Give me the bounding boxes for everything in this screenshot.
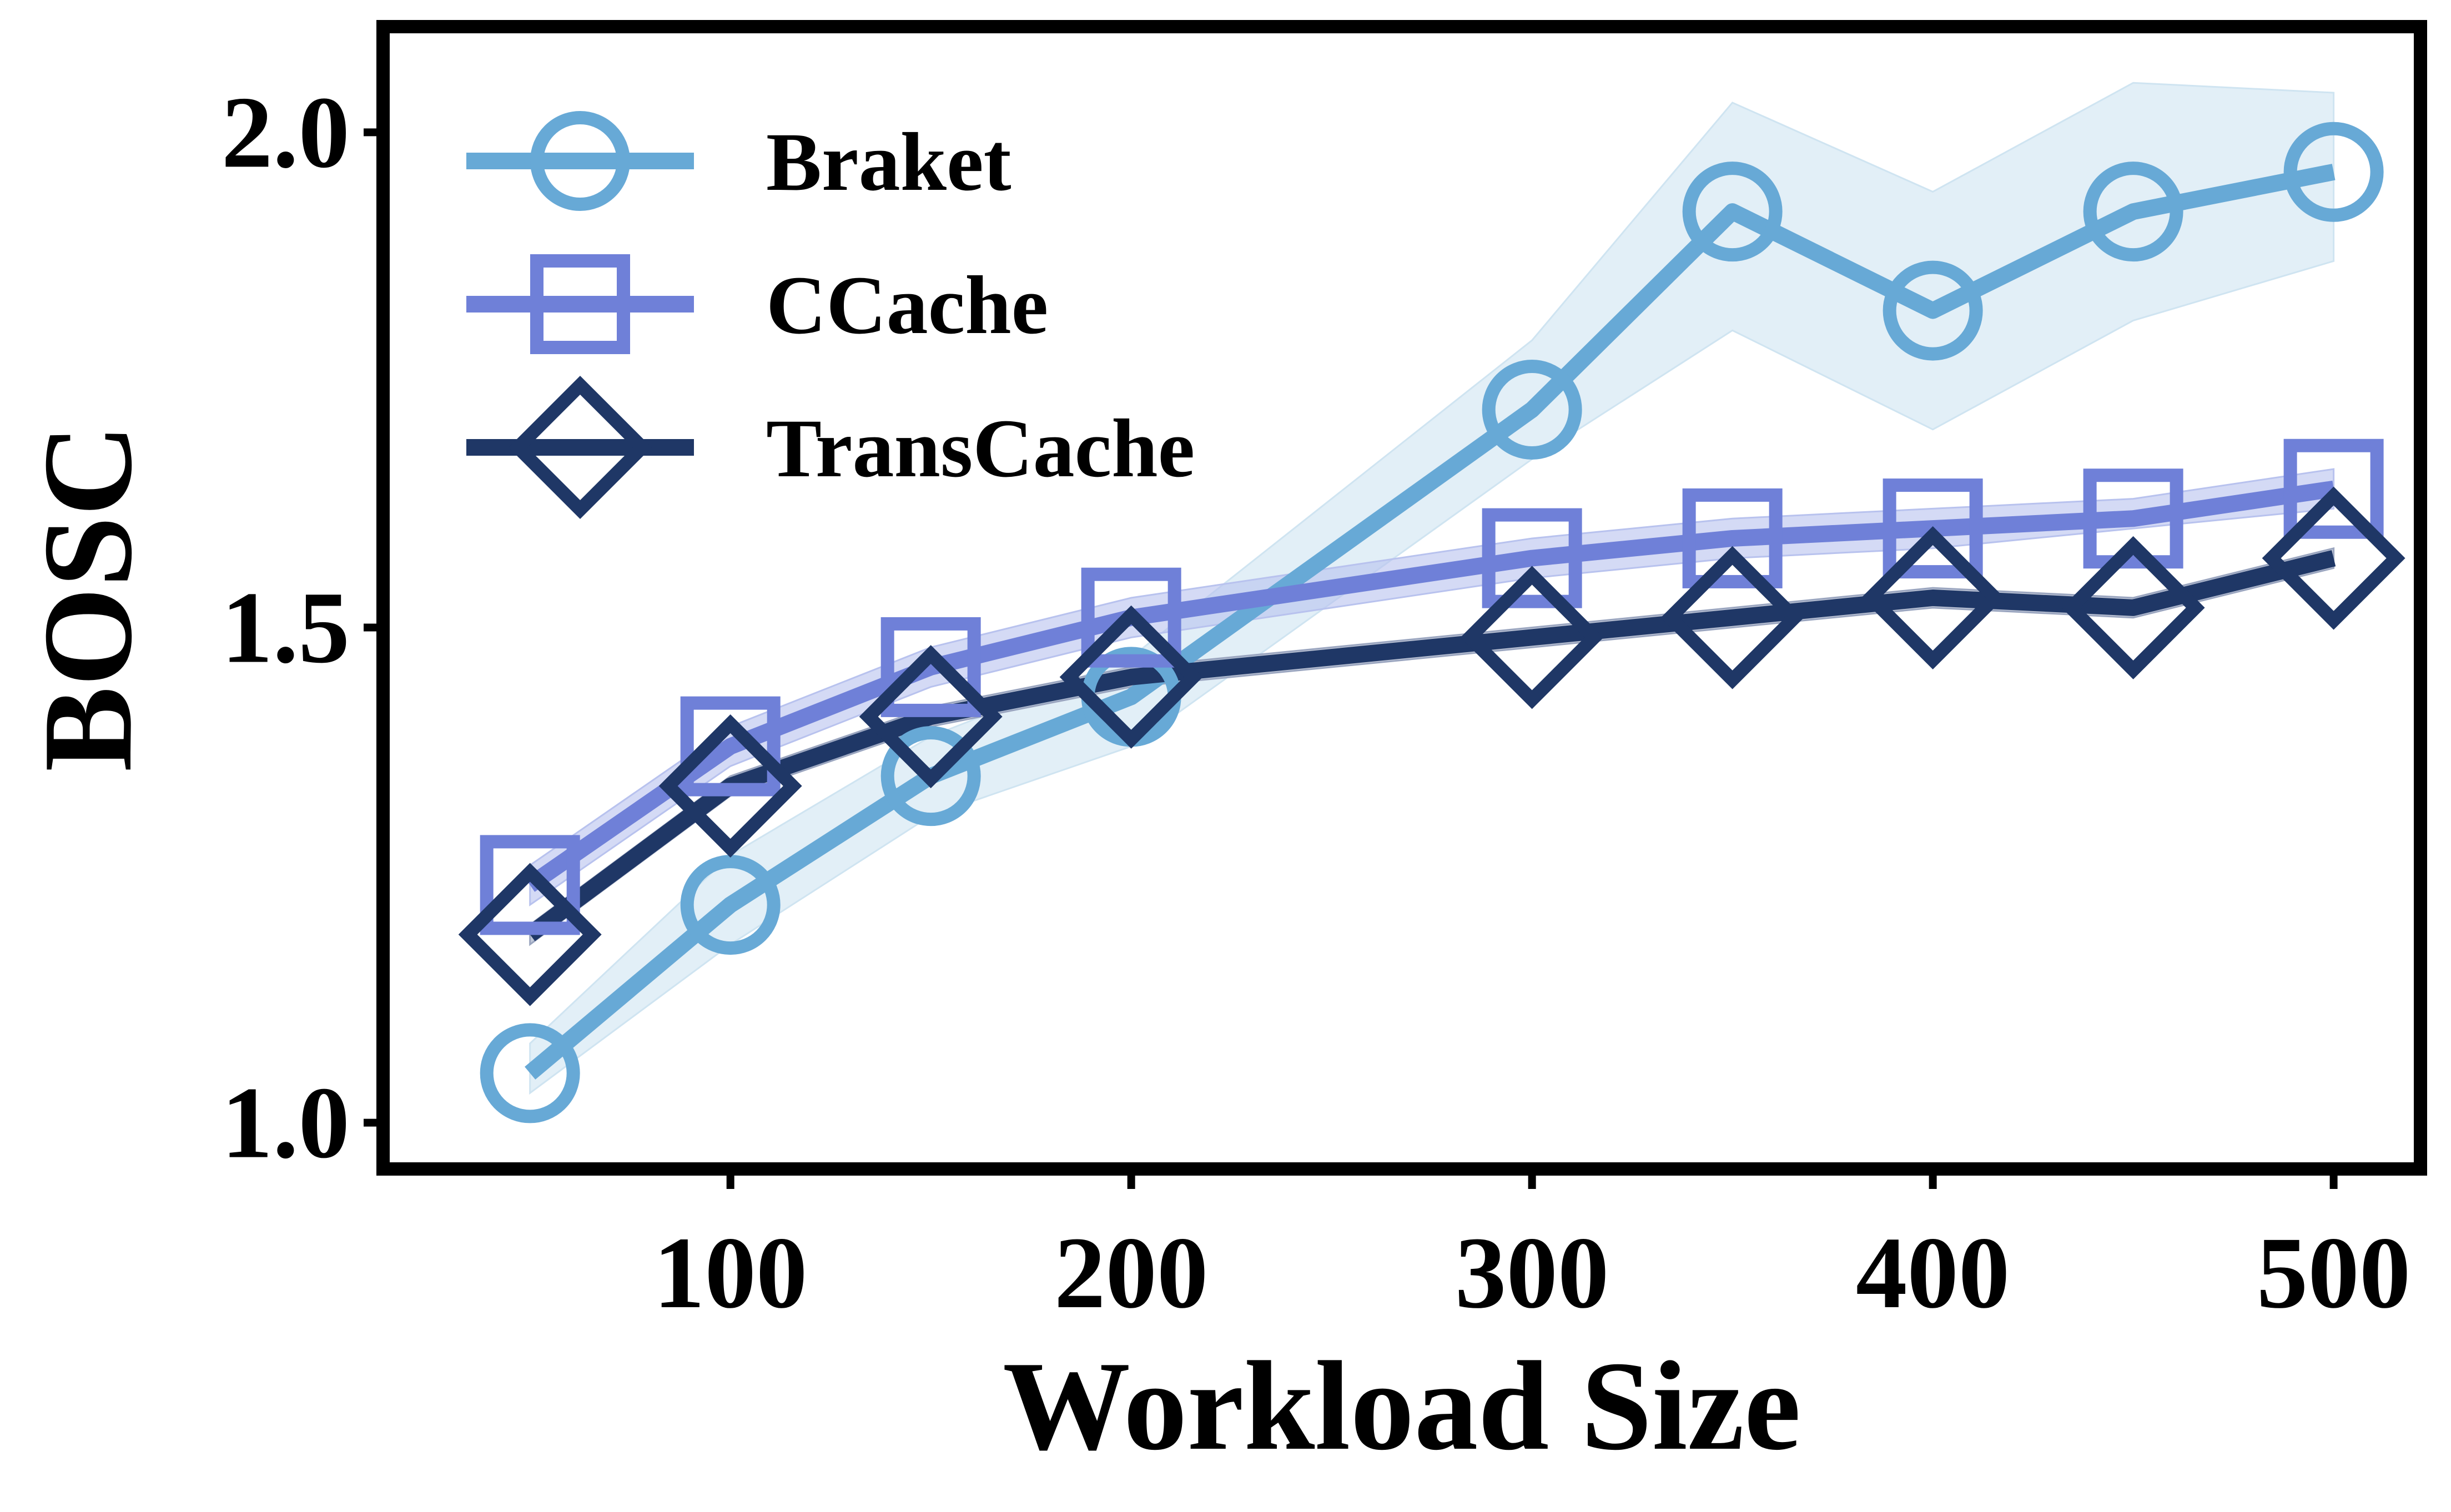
legend-marker — [530, 254, 630, 354]
x-axis-ticks: 100 200 300 400 500 — [653, 1169, 2410, 1330]
x-tick-label-300: 300 — [1455, 1216, 1609, 1330]
point-ccache-50 — [480, 835, 580, 935]
legend-label: TransCache — [766, 402, 1195, 495]
point-braket-50 — [480, 1023, 580, 1123]
point-transcache-350 — [1660, 546, 1804, 689]
y-tick-label-1: 1.0 — [222, 1066, 350, 1180]
point-ccache-350 — [1682, 488, 1783, 588]
point-ccache-400 — [1883, 478, 1983, 579]
point-braket-500 — [2283, 122, 2384, 222]
x-tick-label-200: 200 — [1054, 1216, 1209, 1330]
legend-label: Braket — [766, 116, 1011, 208]
y-axis-label: BOSC — [17, 424, 158, 772]
point-braket-150 — [880, 726, 981, 826]
line-ccache — [525, 480, 2335, 892]
y-tick-label-2: 2.0 — [222, 75, 350, 189]
point-ccache-150 — [880, 617, 981, 717]
x-tick-label-100: 100 — [653, 1216, 808, 1330]
x-tick-label-400: 400 — [1856, 1216, 2010, 1330]
point-braket-100 — [680, 855, 781, 955]
legend: Braket CCache TransCache — [466, 111, 1195, 519]
point-transcache-500 — [2262, 486, 2405, 630]
point-braket-300 — [1482, 360, 1582, 460]
legend-item-transcache: TransCache — [466, 376, 1195, 519]
plot-frame — [376, 20, 2427, 1176]
point-transcache-450 — [2061, 536, 2205, 679]
point-ccache-300 — [1482, 508, 1582, 608]
legend-item-ccache: CCache — [466, 254, 1048, 354]
point-braket-400 — [1883, 260, 1983, 361]
series-markers — [458, 122, 2405, 1123]
legend-marker — [530, 111, 630, 211]
point-braket-450 — [2083, 162, 2183, 262]
point-transcache-150 — [859, 645, 1003, 789]
legend-marker — [509, 376, 652, 519]
point-transcache-100 — [658, 714, 802, 858]
point-transcache-50 — [458, 863, 602, 1006]
line-braket — [525, 164, 2336, 1080]
error-bands — [529, 82, 2335, 1095]
point-ccache-100 — [680, 696, 781, 797]
y-axis-ticks: 1.0 1.5 2.0 — [222, 75, 383, 1180]
y-tick-label-1.5: 1.5 — [222, 571, 350, 685]
legend-item-braket: Braket — [466, 111, 1011, 211]
point-transcache-400 — [1861, 526, 2005, 669]
point-transcache-300 — [1460, 566, 1604, 709]
point-braket-350 — [1682, 162, 1783, 262]
point-ccache-500 — [2283, 439, 2384, 539]
point-ccache-200 — [1081, 567, 1181, 668]
x-axis-label: Workload Size — [1003, 1335, 1801, 1476]
legend-label: CCache — [766, 259, 1048, 351]
point-ccache-450 — [2083, 468, 2183, 569]
point-transcache-200 — [1059, 605, 1203, 749]
x-tick-label-500: 500 — [2257, 1216, 2411, 1330]
